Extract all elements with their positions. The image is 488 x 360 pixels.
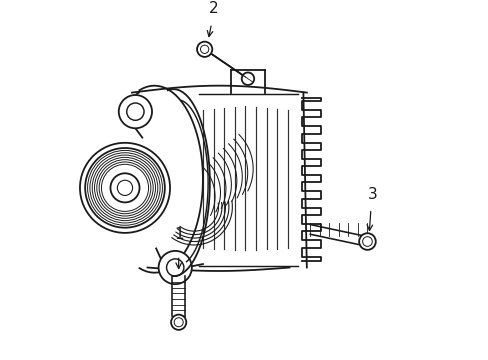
Circle shape <box>119 95 152 128</box>
Circle shape <box>197 42 212 57</box>
Text: 2: 2 <box>208 1 218 17</box>
Text: 3: 3 <box>367 187 377 202</box>
Circle shape <box>85 148 164 228</box>
Text: 1: 1 <box>174 226 183 242</box>
Circle shape <box>110 173 139 202</box>
Circle shape <box>358 233 375 250</box>
Circle shape <box>241 72 254 85</box>
Circle shape <box>171 315 186 330</box>
Circle shape <box>158 251 191 284</box>
